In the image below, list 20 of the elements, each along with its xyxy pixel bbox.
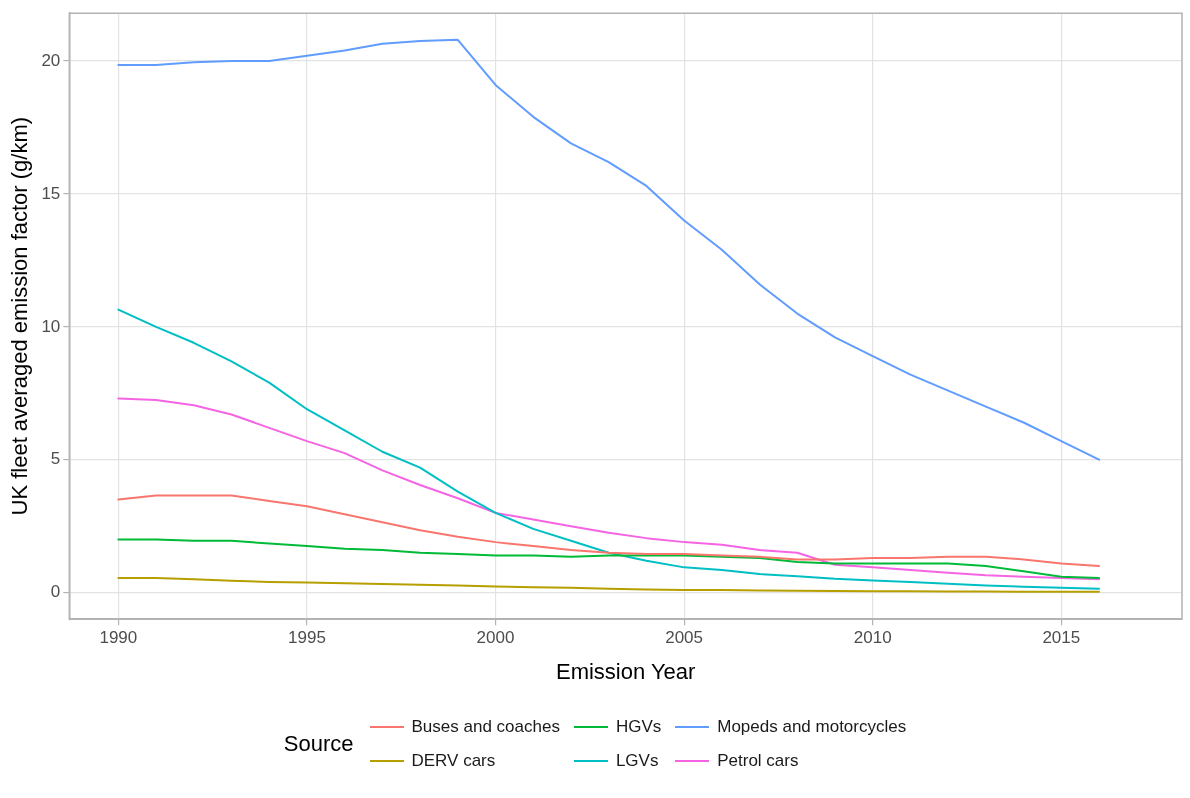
x-tick-label: 2000 bbox=[476, 628, 515, 648]
x-tick-label: 1995 bbox=[288, 628, 326, 648]
y-tick-label: 15 bbox=[41, 183, 61, 203]
legend-label: LGVs bbox=[615, 751, 659, 771]
legend-title: Source bbox=[283, 731, 354, 757]
legend-label: DERV cars bbox=[411, 751, 496, 771]
y-tick-label: 10 bbox=[41, 316, 61, 336]
x-tick-label: 2015 bbox=[1042, 628, 1081, 648]
y-tick-label: 5 bbox=[50, 449, 61, 469]
legend-label: Petrol cars bbox=[717, 751, 799, 771]
y-tick-label: 20 bbox=[41, 50, 61, 70]
x-axis-title: Emission Year bbox=[555, 658, 696, 684]
x-tick-label: 2005 bbox=[665, 628, 704, 648]
legend-label: Buses and coaches bbox=[411, 717, 560, 737]
legend-label: HGVs bbox=[615, 717, 662, 737]
y-axis-title: UK fleet averaged emission factor (g/km) bbox=[7, 116, 33, 516]
y-tick-label: 0 bbox=[50, 582, 61, 602]
x-tick-label: 1990 bbox=[99, 628, 138, 648]
x-tick-label: 2010 bbox=[853, 628, 892, 648]
legend-label: Mopeds and motorcycles bbox=[717, 717, 907, 737]
